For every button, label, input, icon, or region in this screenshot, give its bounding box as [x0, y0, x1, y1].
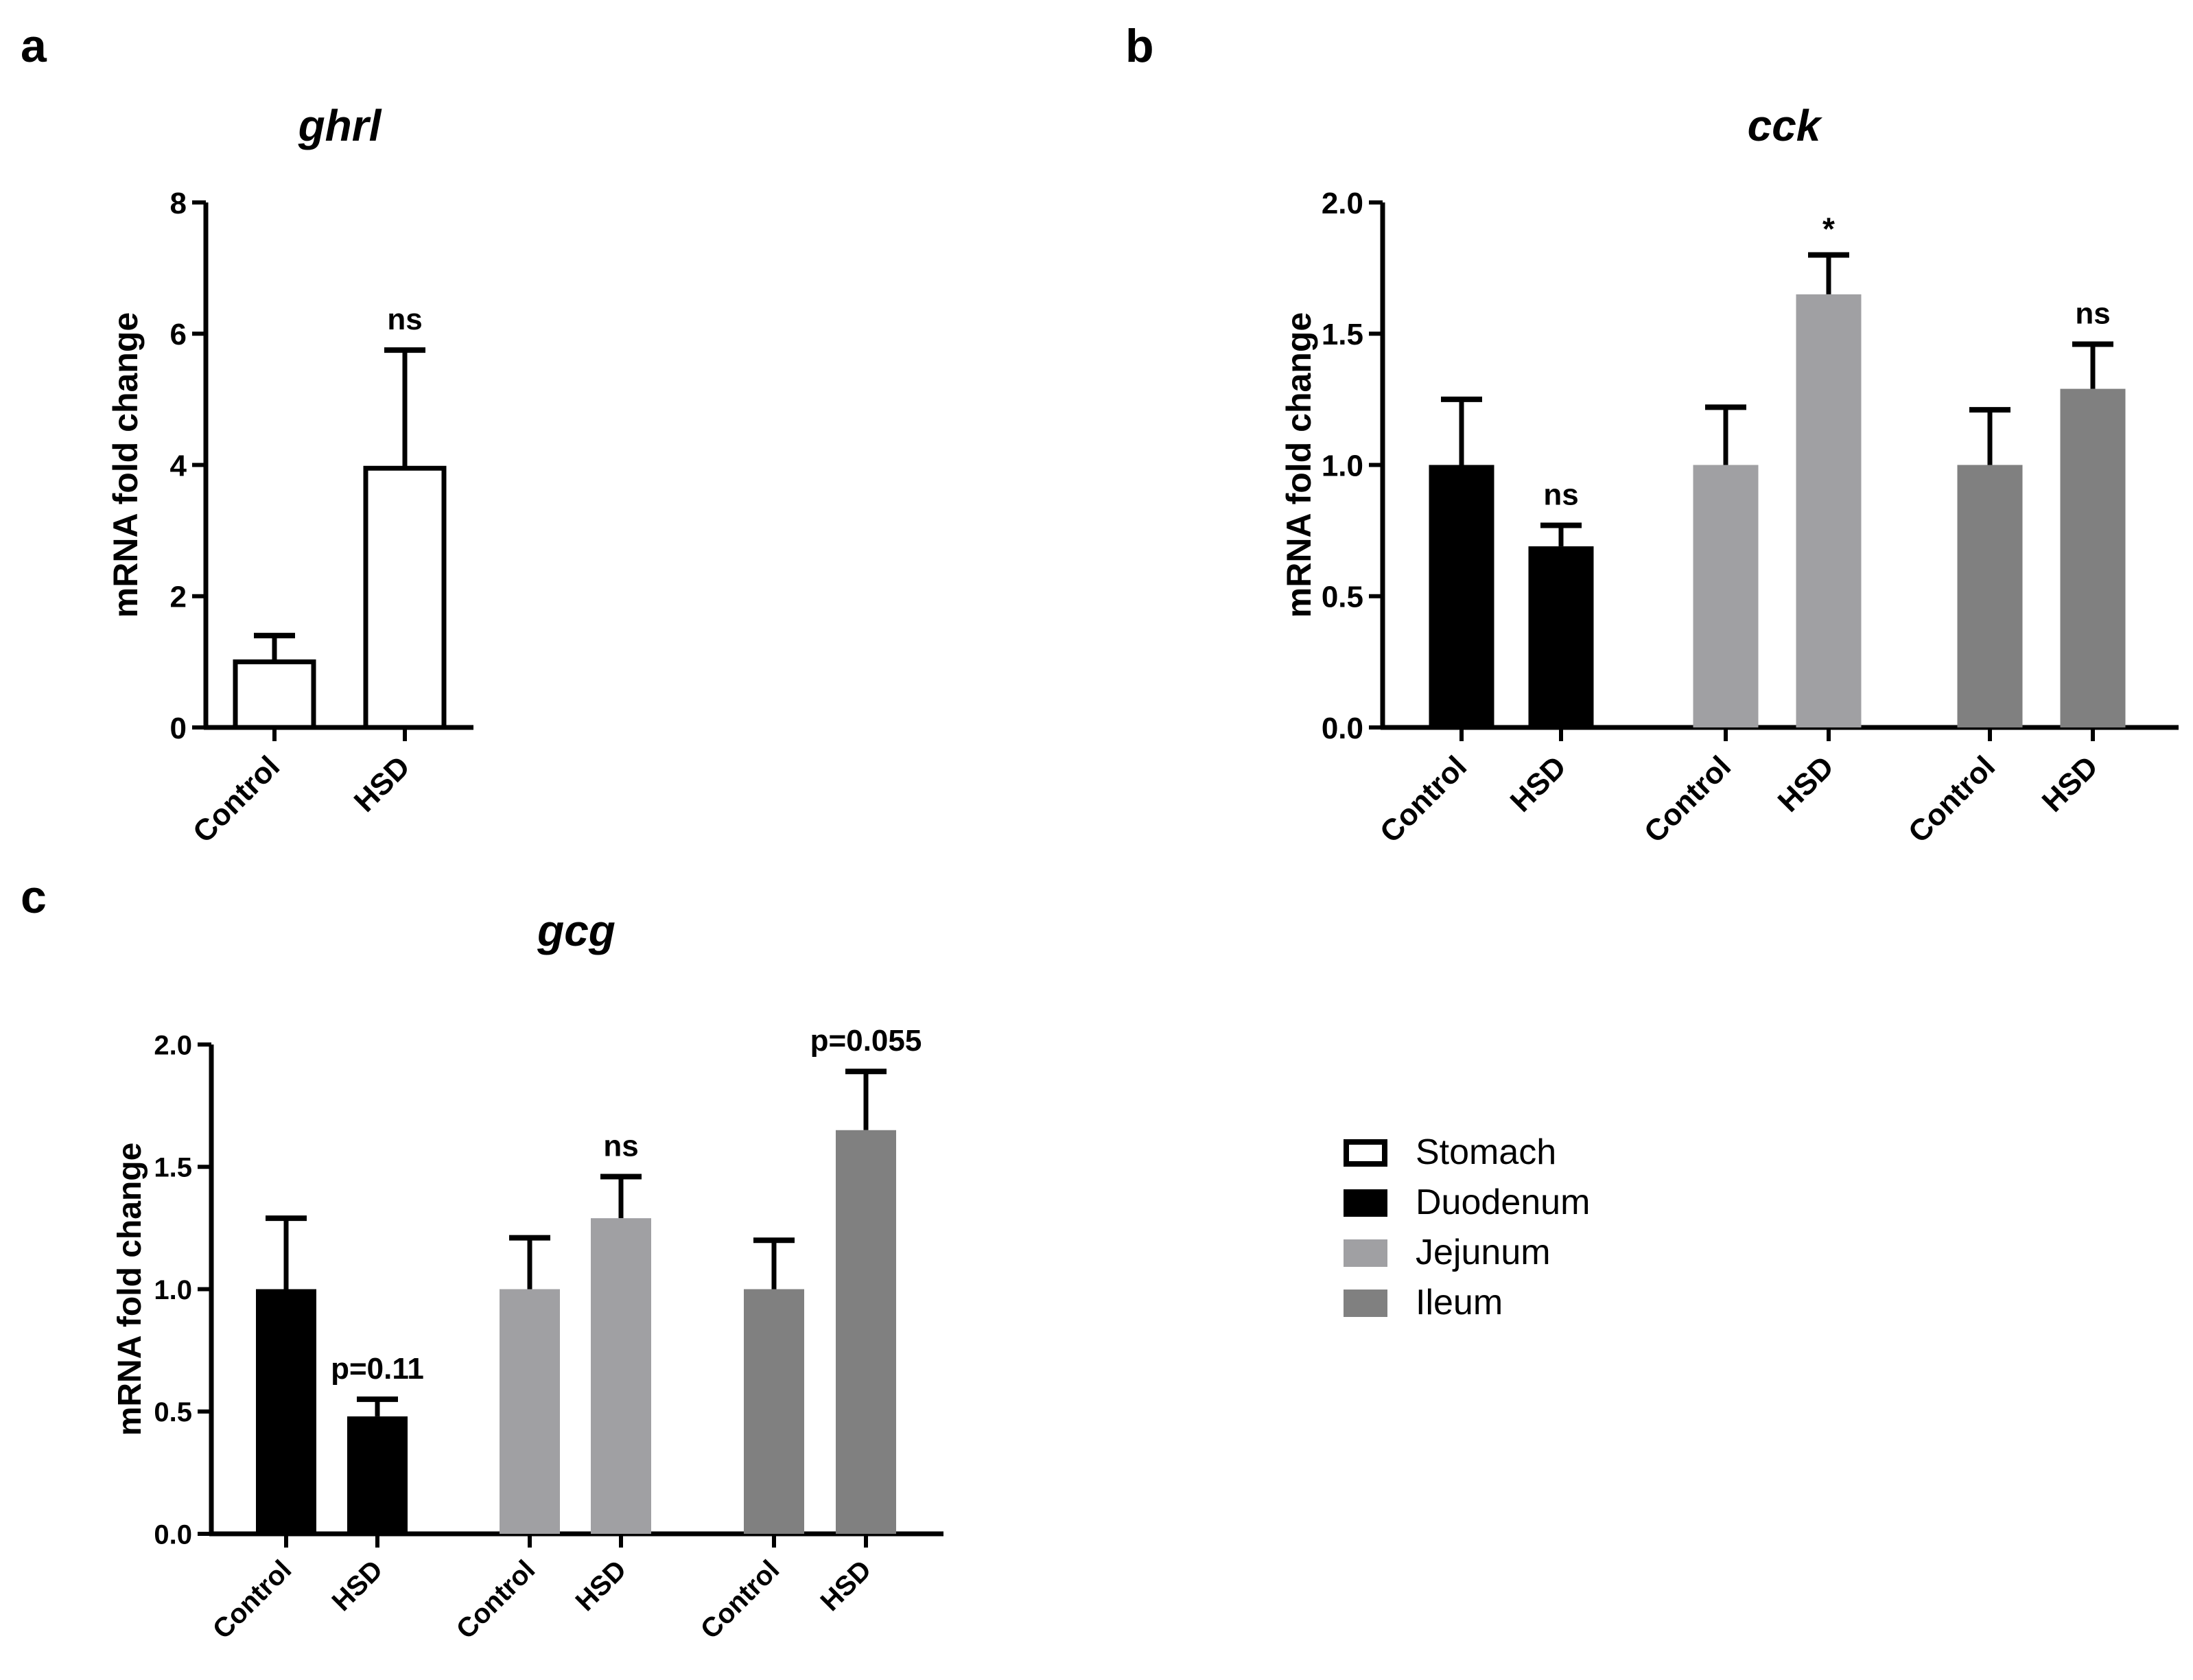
- bar-ileum-control: [1957, 465, 2023, 727]
- significance-label: ns: [2075, 297, 2110, 331]
- y-tick-label: 2.0: [154, 1030, 192, 1060]
- x-tick-label: HSD: [327, 1554, 389, 1617]
- bar-duodenum-hsd: [347, 1416, 408, 1534]
- y-tick-label: 6: [170, 318, 187, 351]
- x-tick-label: Control: [695, 1554, 786, 1645]
- bar-duodenum-control: [256, 1289, 316, 1534]
- significance-label: ns: [1543, 478, 1578, 511]
- chart-title: gcg: [537, 906, 615, 955]
- legend-label-jejunum: Jejunum: [1416, 1233, 1551, 1272]
- legend: Stomach Duodenum Jejunum Ileum: [1344, 1132, 1590, 1322]
- significance-label: *: [1822, 211, 1835, 247]
- bar-jejunum-hsd: [591, 1218, 651, 1534]
- y-tick-label: 8: [170, 187, 187, 220]
- x-tick-label: Control: [1638, 749, 1737, 849]
- y-tick-label: 1.5: [1322, 318, 1363, 351]
- bar-ileum-hsd: [836, 1130, 896, 1534]
- bar-jejunum-control: [1693, 465, 1759, 727]
- x-tick-label: Control: [187, 749, 286, 849]
- significance-label: ns: [603, 1130, 638, 1163]
- x-tick-label: HSD: [570, 1554, 633, 1617]
- x-tick-label: HSD: [815, 1554, 878, 1617]
- y-tick-label: 4: [170, 449, 187, 482]
- bar-duodenum-control: [1429, 465, 1494, 727]
- x-tick-label: HSD: [1772, 749, 1840, 818]
- y-tick-label: 0.5: [154, 1397, 192, 1427]
- panel-letter-a: a: [21, 20, 47, 72]
- x-tick-label: HSD: [2036, 749, 2104, 818]
- y-axis-label: mRNA fold change: [106, 312, 145, 618]
- y-tick-label: 2.0: [1322, 187, 1363, 220]
- y-tick-label: 2: [170, 581, 187, 614]
- legend-label-stomach: Stomach: [1416, 1132, 1556, 1172]
- x-tick-label: Control: [207, 1554, 298, 1645]
- significance-label: p=0.055: [810, 1024, 922, 1058]
- bar-jejunum-control: [500, 1289, 560, 1534]
- y-axis-label: mRNA fold change: [1280, 312, 1318, 618]
- y-tick-label: 1.0: [1322, 449, 1363, 482]
- chart-ghrl: ghrl mRNA fold change 0 2 4 6 8 Control HSD ns: [106, 101, 473, 850]
- y-tick-label: 0.0: [154, 1519, 192, 1550]
- y-axis-label: mRNA fold change: [112, 1143, 148, 1436]
- legend-swatch-duodenum: [1344, 1189, 1387, 1217]
- legend-swatch-stomach: [1344, 1139, 1387, 1167]
- y-tick-label: 1.0: [154, 1275, 192, 1305]
- chart-gcg: gcg mRNA fold change 0.0 0.5 1.0 1.5 2.0 Contro…: [112, 906, 943, 1645]
- x-tick-label: Control: [1374, 749, 1473, 849]
- significance-label: ns: [387, 303, 422, 336]
- y-tick-label: 0: [170, 712, 187, 745]
- panel-letter-c: c: [21, 871, 47, 923]
- bar-ileum-control: [744, 1289, 804, 1534]
- x-tick-label: Control: [1902, 749, 2002, 849]
- y-tick-label: 0.5: [1322, 581, 1363, 614]
- y-tick-label: 1.5: [154, 1153, 192, 1183]
- chart-cck: cck mRNA fold change 0.0 0.5 1.0 1.5 2.0 Contro…: [1280, 101, 2179, 850]
- chart-title: cck: [1748, 101, 1823, 150]
- legend-label-duodenum: Duodenum: [1416, 1182, 1590, 1222]
- y-tick-label: 0.0: [1322, 712, 1363, 745]
- bar-ileum-hsd: [2060, 388, 2126, 727]
- bar-control: [233, 659, 316, 730]
- significance-label: p=0.11: [331, 1352, 424, 1386]
- chart-title: ghrl: [298, 101, 382, 150]
- legend-swatch-ileum: [1344, 1290, 1387, 1317]
- x-tick-label: Control: [451, 1554, 541, 1645]
- panel-letter-b: b: [1125, 20, 1154, 72]
- bar-jejunum-hsd: [1796, 294, 1862, 727]
- legend-label-ileum: Ileum: [1416, 1283, 1503, 1322]
- legend-swatch-jejunum: [1344, 1239, 1387, 1267]
- x-tick-label: HSD: [348, 749, 417, 818]
- x-tick-label: HSD: [1504, 749, 1573, 818]
- bar-hsd: [363, 465, 447, 730]
- bar-duodenum-hsd: [1528, 546, 1594, 727]
